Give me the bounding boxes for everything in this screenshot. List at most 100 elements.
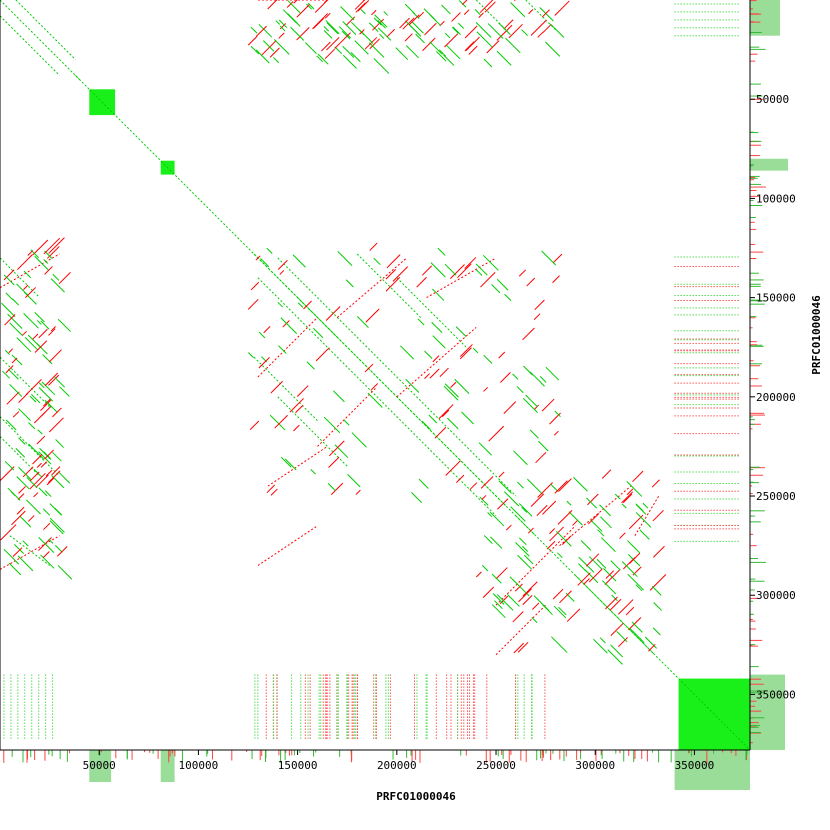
repeat-dash [373, 257, 381, 266]
repeat-dash [338, 26, 351, 39]
repeat-dash [541, 398, 555, 412]
repeat-dash [596, 558, 607, 569]
repeat-dash [537, 440, 549, 452]
repeat-dash [446, 417, 459, 430]
repeat-dash [522, 327, 535, 341]
repeat-dash [3, 548, 20, 565]
repeat-dash [255, 49, 270, 64]
alignment-segment [0, 15, 60, 76]
repeat-dash [476, 31, 494, 48]
repeat-dash [417, 11, 425, 19]
repeat-dash [534, 404, 540, 410]
repeat-dash [443, 54, 455, 66]
repeat-dash [610, 560, 621, 571]
repeat-dash [530, 19, 547, 36]
repeat-dash [444, 32, 451, 39]
repeat-dash [40, 554, 55, 569]
repeat-dash [496, 24, 513, 41]
repeat-dash [572, 520, 578, 526]
repeat-dash [588, 568, 603, 583]
repeat-dash [7, 368, 19, 380]
repeat-dash [28, 422, 36, 430]
repeat-dash [454, 378, 470, 394]
repeat-dash [432, 335, 446, 349]
repeat-dash [250, 281, 260, 291]
repeat-dash [52, 273, 60, 281]
repeat-dash [31, 393, 41, 404]
repeat-dash [535, 451, 547, 464]
repeat-dash [436, 51, 447, 62]
repeat-dash [475, 571, 482, 578]
repeat-dash [438, 49, 447, 57]
repeat-dash [29, 471, 40, 482]
repeat-dash [347, 474, 361, 488]
repeat-dash [424, 22, 437, 36]
repeat-dash [597, 529, 605, 537]
repeat-dash [651, 585, 662, 596]
alignment-segment [297, 297, 507, 507]
repeat-dash [464, 25, 478, 39]
repeat-dash [457, 22, 465, 29]
repeat-dash [521, 506, 528, 513]
alignment-segment [257, 277, 497, 517]
repeat-dash [481, 495, 487, 500]
repeat-dash [632, 470, 644, 483]
repeat-dash [43, 237, 61, 255]
repeat-dash [652, 627, 661, 636]
repeat-dash [290, 26, 305, 41]
repeat-dash [313, 327, 324, 339]
repeat-dash [550, 636, 568, 653]
repeat-dash [343, 419, 350, 426]
repeat-dash [14, 543, 25, 555]
repeat-dash [444, 263, 457, 276]
repeat-dash [12, 547, 23, 558]
repeat-dash [364, 363, 374, 373]
repeat-dash [282, 320, 290, 328]
alignment-segment [634, 495, 660, 536]
repeat-dash [59, 386, 70, 397]
repeat-dash [55, 545, 63, 553]
repeat-dash [4, 314, 16, 326]
repeat-dash [527, 478, 543, 495]
repeat-dash [618, 637, 628, 648]
repeat-dash [530, 493, 545, 507]
repeat-dash [42, 508, 51, 516]
repeat-dash [280, 456, 292, 468]
alignment-segment [257, 525, 318, 566]
bottom-hist-block [674, 750, 750, 790]
repeat-dash [5, 365, 14, 374]
repeat-dash [278, 32, 285, 39]
repeat-dash [512, 373, 519, 380]
repeat-dash [616, 630, 628, 643]
y-axis-title: PRFC01000046 [810, 295, 823, 375]
repeat-dash [40, 399, 52, 411]
repeat-dash [392, 266, 409, 282]
repeat-dash [326, 22, 339, 35]
repeat-dash [263, 326, 271, 334]
x-tick-label: 350000 [675, 759, 715, 772]
repeat-dash [609, 598, 622, 611]
repeat-dash [38, 387, 54, 402]
repeat-dash [22, 330, 27, 336]
repeat-dash [510, 2, 526, 18]
repeat-dash [327, 483, 336, 492]
repeat-dash [432, 355, 440, 363]
repeat-dash [496, 278, 509, 291]
repeat-dash [354, 0, 366, 10]
repeat-dash [514, 0, 516, 2]
repeat-dash [441, 4, 451, 15]
alignment-segment [0, 416, 60, 477]
repeat-dash [25, 287, 36, 298]
repeat-dash [445, 460, 461, 476]
repeat-dash [415, 33, 425, 44]
repeat-dash [38, 537, 55, 554]
repeat-dash [533, 313, 541, 320]
repeat-dash [446, 44, 461, 60]
repeat-dash [8, 348, 14, 354]
repeat-dash [423, 8, 437, 21]
repeat-dash [542, 500, 557, 515]
repeat-dash [482, 254, 499, 271]
repeat-dash [649, 574, 667, 591]
x-tick-label: 150000 [278, 759, 318, 772]
alignment-segment [356, 253, 421, 318]
